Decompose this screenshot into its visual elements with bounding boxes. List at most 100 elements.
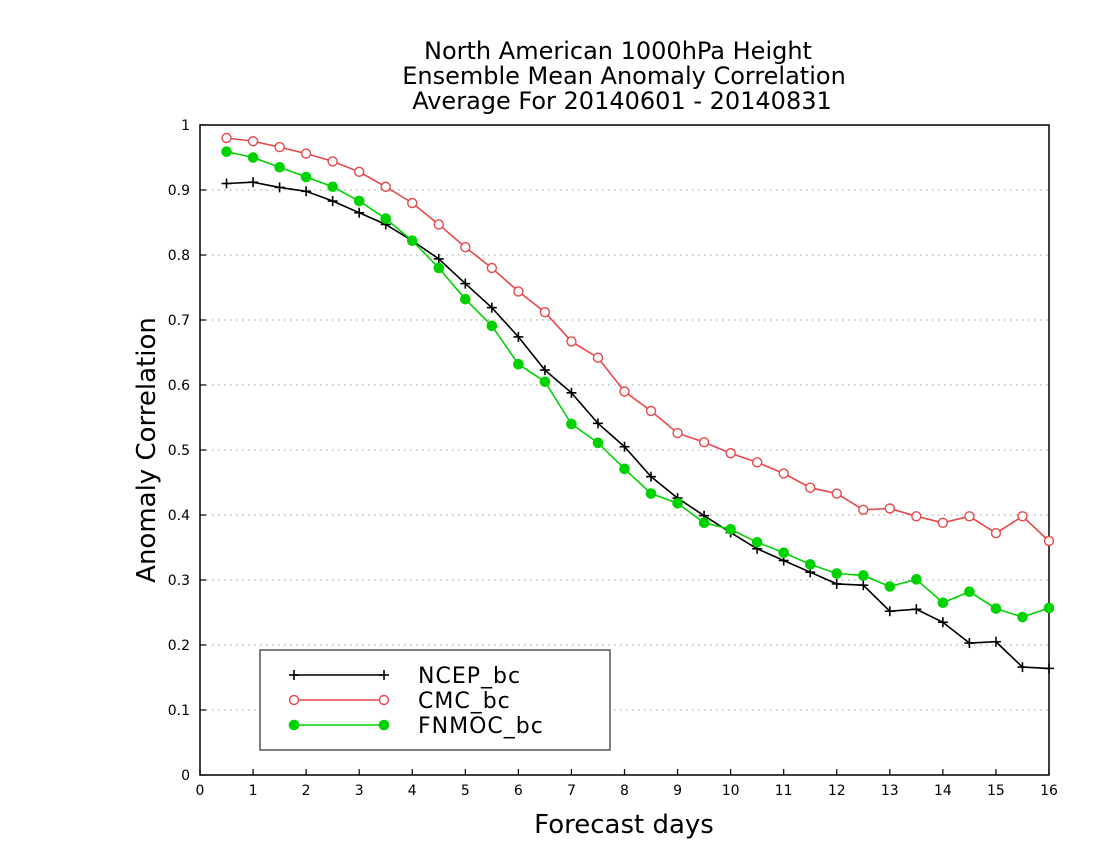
series-fnmoc-bc <box>221 146 1055 623</box>
data-point-fnmoc-bc <box>857 570 869 581</box>
y-tick-label: 0.9 <box>168 183 190 199</box>
data-point-cmc-bc <box>247 136 259 147</box>
data-point-cmc-bc <box>433 219 444 230</box>
data-point-cmc-bc <box>778 468 789 479</box>
x-tick-label: 4 <box>408 783 417 799</box>
x-tick-label: 1 <box>249 783 258 799</box>
data-point-cmc-bc <box>513 286 524 297</box>
x-tick-label: 8 <box>620 783 629 799</box>
x-tick-label: 13 <box>881 783 899 799</box>
data-point-cmc-bc <box>566 336 577 347</box>
data-point-fnmoc-bc <box>937 597 949 609</box>
data-point-cmc-bc <box>539 307 551 318</box>
data-point-fnmoc-bc <box>645 488 657 499</box>
data-point-fnmoc-bc <box>884 581 896 592</box>
data-point-cmc-bc <box>911 511 922 522</box>
x-tick-label: 7 <box>567 783 576 799</box>
legend-label-cmc: CMC_bc <box>418 689 511 714</box>
data-point-cmc-bc <box>751 457 763 468</box>
data-point-fnmoc-bc <box>804 559 816 570</box>
data-point-fnmoc-bc <box>327 181 338 193</box>
data-point-fnmoc-bc <box>592 437 604 449</box>
series-ncep-bc <box>221 177 1054 674</box>
legend-fnmoc-markers <box>288 719 390 731</box>
data-point-cmc-bc <box>937 517 949 528</box>
y-tick-label: 0 <box>181 768 190 784</box>
data-point-fnmoc-bc <box>911 574 922 585</box>
data-point-cmc-bc <box>831 488 842 499</box>
title-line-2: Ensemble Mean Anomaly Correlation <box>402 62 846 90</box>
data-point-fnmoc-bc <box>566 418 577 430</box>
data-point-cmc-bc <box>380 181 391 192</box>
x-tick-label: 14 <box>934 783 952 799</box>
data-point-fnmoc-bc <box>725 524 736 535</box>
y-tick-label: 0.1 <box>168 703 190 719</box>
series-cmc-bc <box>221 132 1055 547</box>
y-tick-label: 0.6 <box>168 378 190 394</box>
legend-ncep-markers <box>289 670 389 680</box>
x-tick-label: 2 <box>302 783 311 799</box>
series-line-ncep-bc <box>226 181 1050 670</box>
data-point-fnmoc-bc <box>406 235 418 246</box>
y-tick-label: 0.3 <box>168 573 190 589</box>
data-point-cmc-bc <box>619 386 630 397</box>
data-point-fnmoc-bc <box>380 213 392 224</box>
y-tick-label: 0.7 <box>168 313 190 329</box>
data-point-cmc-bc <box>460 241 471 253</box>
data-point-fnmoc-bc <box>964 586 975 598</box>
x-tick-label: 11 <box>775 783 793 799</box>
x-tick-label: 6 <box>514 783 523 799</box>
data-point-cmc-bc <box>884 503 896 514</box>
legend-marker-fnmoc-bc <box>288 719 300 731</box>
y-tick-label: 0.4 <box>168 508 190 524</box>
data-point-cmc-bc <box>672 427 683 439</box>
data-point-cmc-bc <box>592 352 604 363</box>
data-point-cmc-bc <box>1017 511 1028 522</box>
data-point-cmc-bc <box>221 132 232 144</box>
legend-label-fnmoc: FNMOC_bc <box>418 714 544 739</box>
legend-marker-cmc-bc <box>288 694 300 706</box>
data-point-cmc-bc <box>698 437 710 448</box>
x-tick-label: 5 <box>461 783 470 799</box>
data-point-fnmoc-bc <box>1043 602 1055 614</box>
x-tick-label: 3 <box>355 783 364 799</box>
data-point-fnmoc-bc <box>751 537 763 548</box>
chart-title: North American 1000hPa Height Ensemble M… <box>402 37 846 115</box>
data-point-fnmoc-bc <box>433 262 445 274</box>
legend: NCEP_bc CMC_bc FNMOC_bc <box>259 649 611 751</box>
y-tick-labels: 0 0.1 0.2 0.3 0.4 0.5 0.6 0.7 0.8 0.9 1 <box>168 118 190 784</box>
data-point-fnmoc-bc <box>672 498 683 509</box>
y-tick-label: 0.2 <box>168 638 190 654</box>
data-point-fnmoc-bc <box>274 161 285 173</box>
data-point-fnmoc-bc <box>221 146 232 157</box>
legend-cmc-markers <box>288 694 390 706</box>
title-line-3: Average For 20140601 - 20140831 <box>412 87 832 115</box>
data-point-fnmoc-bc <box>778 547 789 559</box>
axis-ticks <box>199 124 1050 776</box>
data-point-cmc-bc <box>486 262 498 274</box>
x-tick-label: 16 <box>1040 783 1058 799</box>
y-tick-label: 0.8 <box>168 248 190 264</box>
data-point-fnmoc-bc <box>353 195 365 207</box>
data-point-cmc-bc <box>353 166 365 178</box>
data-point-fnmoc-bc <box>539 376 551 388</box>
data-point-cmc-bc <box>964 511 975 522</box>
data-point-fnmoc-bc <box>486 320 498 332</box>
title-line-1: North American 1000hPa Height <box>424 37 812 65</box>
x-tick-label: 9 <box>673 783 682 799</box>
data-point-fnmoc-bc <box>990 603 1002 614</box>
legend-marker-cmc-bc <box>378 694 390 706</box>
data-point-fnmoc-bc <box>300 171 312 183</box>
x-tick-label: 10 <box>722 783 740 799</box>
data-point-cmc-bc <box>300 148 312 159</box>
data-point-fnmoc-bc <box>1017 611 1028 623</box>
y-tick-label: 1 <box>181 118 190 134</box>
legend-label-ncep: NCEP_bc <box>418 664 521 689</box>
x-tick-labels: 0 1 2 3 4 5 6 7 8 9 10 11 12 13 14 15 16 <box>196 783 1058 799</box>
data-point-cmc-bc <box>327 156 338 167</box>
y-axis-label: Anomaly Correlation <box>132 317 162 583</box>
x-tick-label: 12 <box>828 783 846 799</box>
data-point-fnmoc-bc <box>698 517 710 529</box>
data-point-fnmoc-bc <box>513 358 524 370</box>
